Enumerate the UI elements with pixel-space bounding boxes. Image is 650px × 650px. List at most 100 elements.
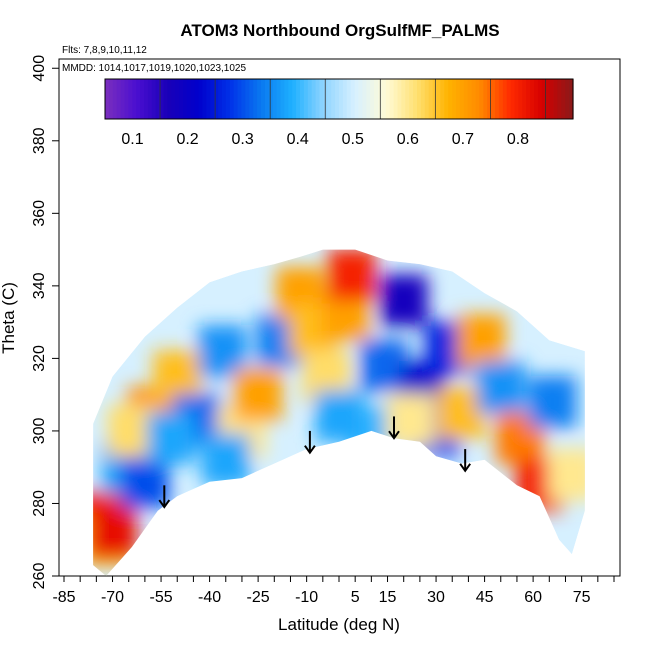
colorbar-swatch	[393, 79, 399, 119]
colorbar-swatch	[530, 79, 535, 119]
arrow-markers	[158, 416, 471, 509]
colorbar: 0.1 0.2 0.3 0.4 0.5 0.6 0.7 0.8	[104, 78, 574, 148]
colorbar-swatch	[261, 79, 266, 119]
y-tick-label: 320	[31, 345, 48, 372]
colorbar-swatch	[315, 79, 321, 119]
colorbar-swatch	[405, 79, 410, 119]
colorbar-swatch	[452, 79, 457, 119]
y-tick-label: 360	[31, 200, 48, 227]
x-tick-label: 45	[476, 589, 494, 606]
colorbar-swatch	[413, 79, 418, 119]
colorbar-swatch	[479, 79, 484, 119]
colorbar-swatch	[249, 79, 254, 119]
colorbar-swatch	[370, 79, 375, 119]
colorbar-swatch	[358, 79, 363, 119]
dates-subtitle: MMDD: 1014,1017,1019,1020,1023,1025	[62, 63, 246, 74]
colorbar-swatch	[510, 79, 516, 119]
x-tick-label: 60	[524, 589, 542, 606]
colorbar-swatch	[292, 79, 297, 119]
colorbar-swatch	[561, 79, 566, 119]
colorbar-swatch	[335, 79, 340, 119]
colorbar-swatch	[420, 79, 426, 119]
colorbar-swatch	[151, 79, 157, 119]
colorbar-swatch	[350, 79, 356, 119]
curtain-cell	[120, 455, 169, 508]
colorbar-swatch	[183, 79, 188, 119]
x-tick-label: 30	[427, 589, 445, 606]
y-tick-label: 300	[31, 417, 48, 444]
colorbar-swatch	[537, 79, 543, 119]
colorbar-swatch	[268, 79, 274, 119]
curtain-cell	[327, 249, 376, 301]
colorbar-swatch	[210, 79, 215, 119]
colorbar-swatch	[549, 79, 555, 119]
colorbar-swatch	[401, 79, 406, 119]
colorbar-swatch	[128, 79, 133, 119]
colorbar-swatch	[518, 79, 523, 119]
colorbar-swatch	[233, 79, 239, 119]
colorbar-swatch	[459, 79, 465, 119]
colorbar-swatch	[175, 79, 180, 119]
colorbar-swatch	[541, 79, 547, 119]
colorbar-swatch	[179, 79, 184, 119]
curtain-cell	[234, 368, 283, 421]
x-tick-label: 15	[379, 589, 397, 606]
colorbar-swatch	[229, 79, 235, 119]
colorbar-swatch	[436, 79, 441, 119]
colorbar-swatch	[280, 79, 285, 119]
colorbar-swatch	[257, 79, 262, 119]
x-axis-title: Latitude (deg N)	[278, 615, 400, 634]
colorbar-swatch	[339, 79, 344, 119]
colorbar-swatch	[534, 79, 539, 119]
colorbar-swatch	[557, 79, 562, 119]
colorbar-swatch	[155, 79, 161, 119]
flights-subtitle: Flts: 7,8,9,10,11,12	[62, 45, 147, 56]
colorbar-swatch	[491, 79, 496, 119]
y-tick-label: 260	[31, 563, 48, 590]
curtain-cell	[153, 350, 202, 403]
colorbar-swatch	[354, 79, 360, 119]
colorbar-swatch	[545, 79, 551, 119]
curtain-cell	[315, 390, 363, 443]
colorbar-swatch	[272, 79, 278, 119]
colorbar-tick-label: 0.7	[452, 131, 474, 148]
colorbar-swatch	[225, 79, 231, 119]
x-tick-label: -70	[101, 589, 124, 606]
colorbar-tick-label: 0.6	[397, 131, 419, 148]
colorbar-swatch	[514, 79, 519, 119]
colorbar-swatch	[417, 79, 422, 119]
x-tick-label: 5	[351, 589, 360, 606]
colorbar-swatch	[323, 79, 328, 119]
colorbar-swatch	[218, 79, 223, 119]
colorbar-swatch	[483, 79, 488, 119]
colorbar-swatch	[198, 79, 204, 119]
curtain-cell	[547, 448, 585, 501]
colorbar-swatch	[241, 79, 246, 119]
colorbar-swatch	[214, 79, 219, 119]
colorbar-swatch	[171, 79, 176, 119]
colorbar-swatch	[120, 79, 126, 119]
colorbar-swatch	[428, 79, 434, 119]
down-arrow-icon	[158, 485, 171, 509]
colorbar-tick-label: 0.1	[121, 131, 143, 148]
y-tick-label: 340	[31, 272, 48, 299]
x-tick-label: 75	[573, 589, 591, 606]
curtain-cell	[457, 314, 506, 367]
colorbar-swatch	[565, 79, 570, 119]
colorbar-swatch	[487, 79, 492, 119]
colorbar-swatch	[346, 79, 352, 119]
colorbar-swatch	[424, 79, 430, 119]
colorbar-swatch	[342, 79, 348, 119]
colorbar-swatch	[288, 79, 293, 119]
curtain-cell	[528, 375, 577, 428]
colorbar-swatch	[167, 79, 172, 119]
colorbar-swatch	[147, 79, 153, 119]
colorbar-swatch	[105, 79, 110, 119]
curtain-cell	[93, 506, 137, 559]
colorbar-swatch	[186, 79, 192, 119]
colorbar-swatch	[526, 79, 531, 119]
colorbar-swatch	[389, 79, 395, 119]
curtain-cell	[379, 274, 428, 327]
curtain-layer	[93, 249, 585, 576]
